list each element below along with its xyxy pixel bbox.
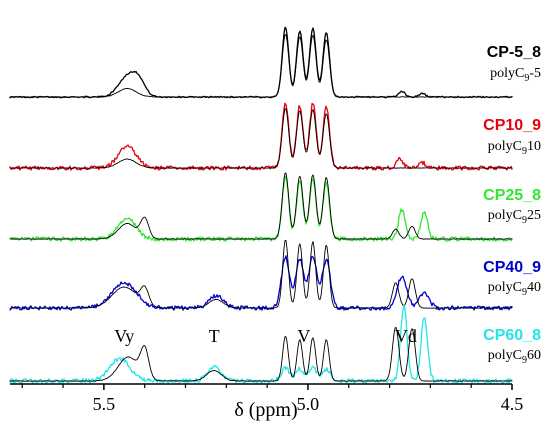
reference-name-label: polyC940 [488, 280, 541, 298]
peak-label-vy: Vy [114, 326, 134, 346]
spectrum-cp-5-8 [9, 26, 513, 99]
reference-spectrum-1 [9, 34, 513, 98]
reference-spectrum-4 [9, 240, 513, 309]
sample-name-label: CP10_9 [483, 117, 541, 134]
spectrum-cp40-9 [9, 255, 513, 311]
peak-labels: Vy T V Vd [114, 326, 417, 346]
x-tick-label: 4.5 [501, 394, 524, 414]
spectrum-cp10-9 [9, 102, 513, 171]
peak-label-vd: Vd [395, 326, 417, 346]
reference-name-label: polyC925 [488, 208, 541, 226]
sample-name-label: CP60_8 [483, 327, 541, 344]
sample-name-label: CP-5_8 [487, 44, 541, 61]
spectrum-cp25-8 [9, 175, 513, 242]
spectrum-cp60-8 [9, 304, 513, 384]
x-axis: 5.5 5.0 4.5 [10, 383, 524, 414]
reference-spectrum-2 [9, 108, 513, 169]
sample-name-label: CP40_9 [483, 259, 541, 276]
spectra-traces [9, 26, 513, 384]
series-labels: CP-5_8 polyC9-5 CP10_9 polyC910 CP25_8 polyC9… [483, 44, 541, 366]
reference-spectrum-5 [9, 326, 513, 382]
reference-name-label: polyC910 [488, 139, 541, 157]
peak-label-v: V [297, 326, 310, 346]
x-tick-label: 5.5 [93, 394, 116, 414]
sample-name-label: CP25_8 [483, 187, 541, 204]
x-axis-title: δ (ppm) [234, 399, 297, 421]
reference-name-label: polyC960 [488, 348, 541, 366]
reference-name-label: polyC9-5 [490, 66, 541, 84]
x-tick-label: 5.0 [297, 394, 320, 414]
reference-spectrum-3 [9, 172, 513, 240]
peak-label-t: T [209, 326, 220, 346]
